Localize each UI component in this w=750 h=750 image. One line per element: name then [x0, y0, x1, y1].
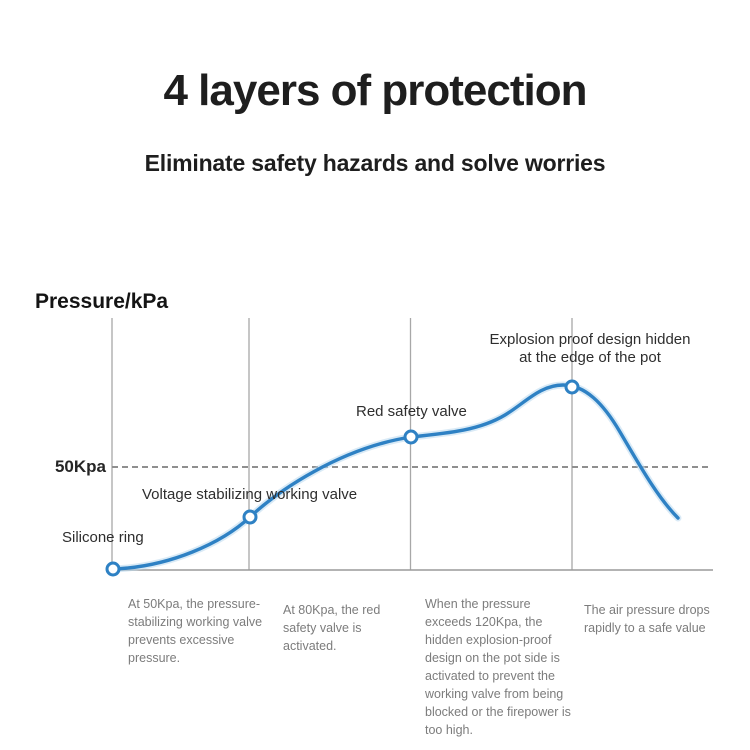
- footnote-stage-2: At 80Kpa, the red safety valve is activa…: [283, 602, 381, 653]
- label-silicone-ring: Silicone ring: [62, 529, 144, 546]
- label-explosion-proof-line1: Explosion proof design hidden: [489, 331, 691, 348]
- reference-line-label: 50Kpa: [54, 457, 106, 476]
- label-red-safety-valve: Red safety valve: [356, 403, 467, 420]
- y-axis-label: Pressure/kPa: [35, 290, 169, 313]
- marker-silicone-ring: [105, 561, 121, 577]
- page-title: 4 layers of protection: [163, 66, 587, 115]
- footnote-stage-4: The air pressure drops rapidly to a safe…: [584, 602, 710, 635]
- label-explosion-proof: Explosion proof design hidden at the edg…: [472, 331, 708, 367]
- page-subtitle: Eliminate safety hazards and solve worri…: [144, 150, 606, 176]
- label-voltage-valve: Voltage stabilizing working valve: [142, 486, 358, 503]
- pressure-curve: [111, 383, 680, 571]
- footnote-stage-1: At 50Kpa, the pressure-stabilizing worki…: [128, 596, 263, 665]
- marker-explosion-proof: [564, 379, 580, 395]
- marker-voltage-valve: [242, 509, 258, 525]
- marker-red-safety-valve: [403, 429, 419, 445]
- footnote-stage-3: When the pressure exceeds 120Kpa, the hi…: [425, 596, 571, 737]
- label-explosion-proof-line2: at the edge of the pot: [519, 349, 661, 366]
